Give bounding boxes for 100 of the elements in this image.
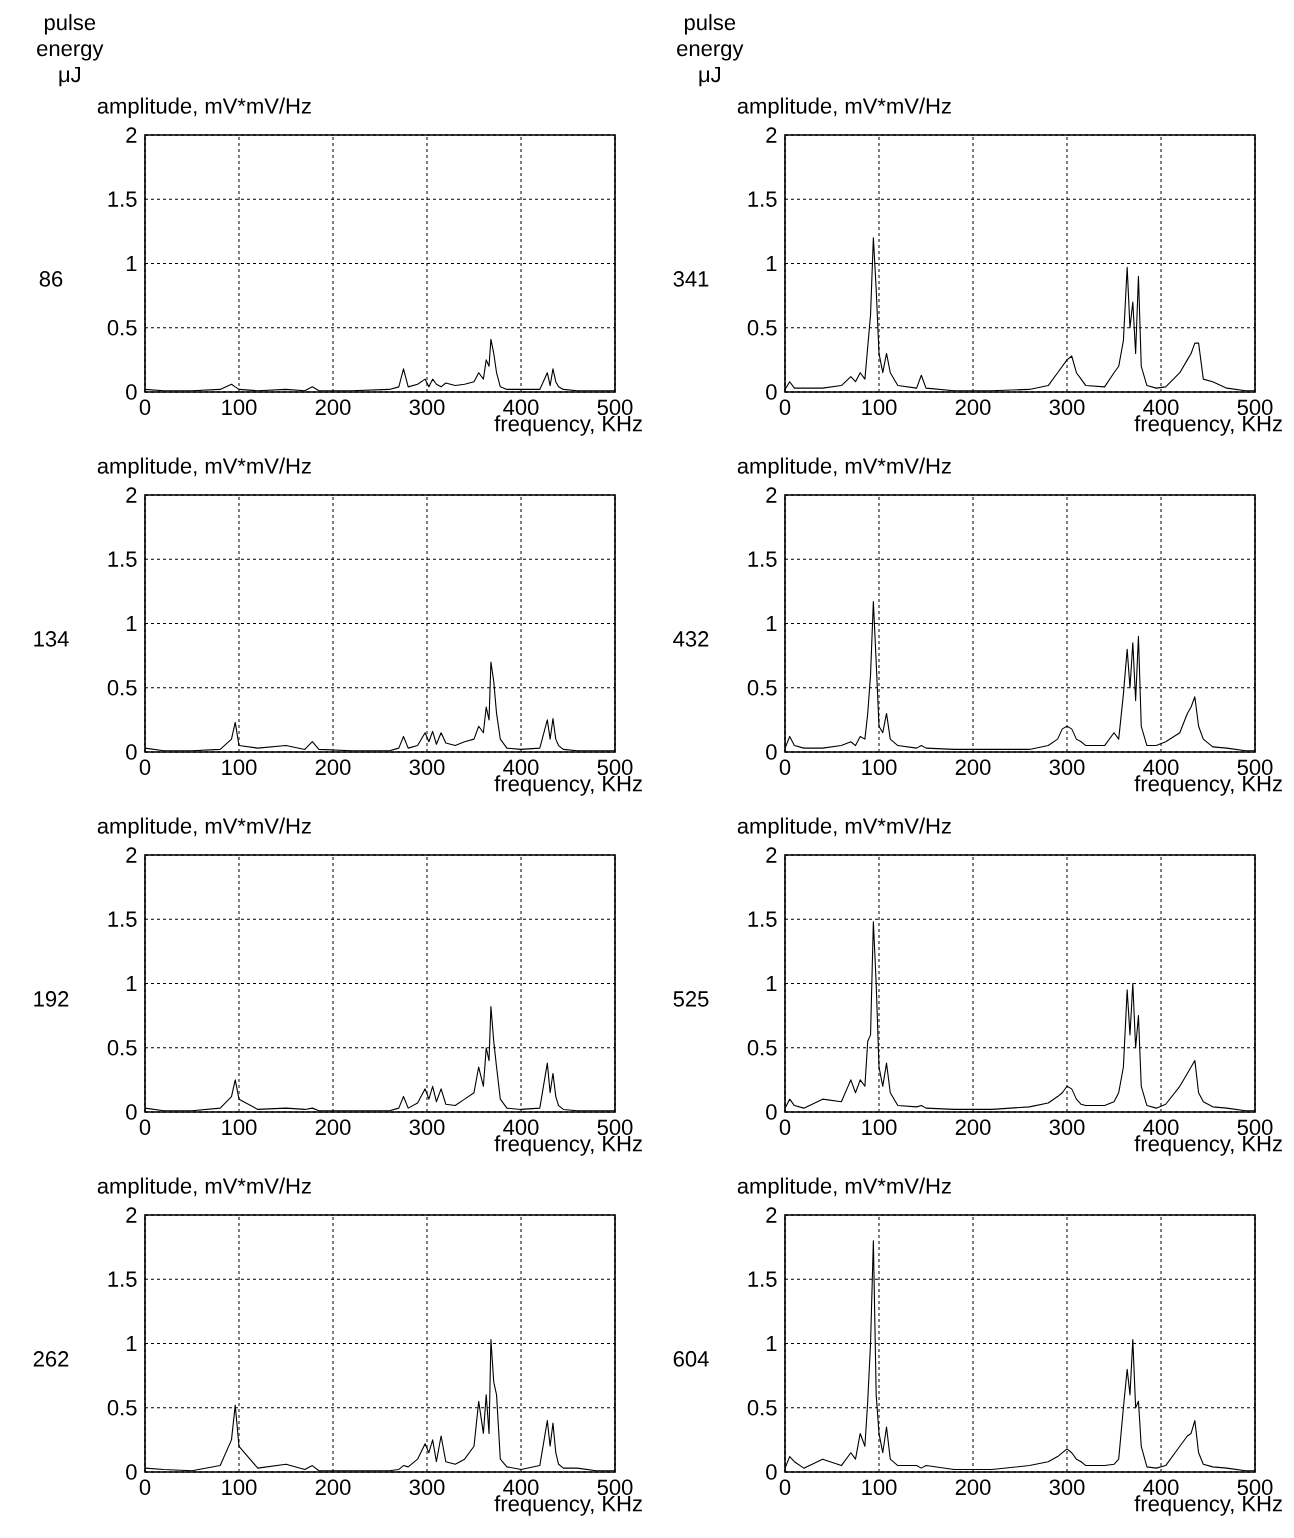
y-tick-label: 0 xyxy=(126,1464,137,1480)
x-tick-label: 400 xyxy=(503,1119,539,1136)
y-axis-title: amplitude, mV*mV/Hz xyxy=(737,1177,951,1199)
y-tick-label: 0.5 xyxy=(747,319,777,336)
x-tick-label: 100 xyxy=(222,399,257,416)
y-tick-label: 0 xyxy=(766,744,777,760)
x-tick-label: 100 xyxy=(862,1479,897,1496)
x-tick-label: 0 xyxy=(779,1479,791,1496)
y-tick-label: 1 xyxy=(766,615,777,632)
y-tick-label: 1.5 xyxy=(108,551,137,567)
y-tick-label: 2 xyxy=(766,127,777,143)
y-tick-label: 2 xyxy=(126,847,137,863)
x-tick-label: 500 xyxy=(1237,1479,1273,1496)
x-tick-label: 0 xyxy=(139,1119,151,1136)
x-axis-title: frequency, KHz xyxy=(1134,775,1282,796)
x-tick-label: 500 xyxy=(597,1119,633,1136)
y-tick-label: 0.5 xyxy=(107,1399,137,1416)
y-tick-label: 1 xyxy=(766,1335,777,1352)
y-axis-title: amplitude, mV*mV/Hz xyxy=(737,817,951,839)
x-tick-label: 500 xyxy=(1237,1119,1273,1136)
x-tick-label: 100 xyxy=(862,759,897,776)
text: 134 xyxy=(34,631,69,647)
y-tick-label: 0 xyxy=(766,1104,777,1120)
x-tick-label: 500 xyxy=(1237,399,1273,416)
y-tick-label: 0.5 xyxy=(107,1039,137,1056)
x-tick-label: 400 xyxy=(503,399,539,416)
y-tick-label: 0.5 xyxy=(747,1039,777,1056)
x-tick-label: 200 xyxy=(315,1119,351,1136)
text: 525 xyxy=(673,991,709,1007)
y-tick-label: 1 xyxy=(126,1335,137,1352)
y-tick-label: 1.5 xyxy=(108,911,137,927)
x-tick-label: 200 xyxy=(315,1479,351,1496)
y-axis-title: amplitude, mV*mV/Hz xyxy=(737,97,951,119)
x-tick-label: 300 xyxy=(409,1479,445,1496)
y-axis-title: amplitude, mV*mV/Hz xyxy=(737,457,951,479)
y-tick-label: 1 xyxy=(766,255,777,272)
x-tick-label: 300 xyxy=(409,1119,445,1136)
y-tick-label: 0 xyxy=(766,384,777,400)
x-tick-label: 200 xyxy=(955,1479,991,1496)
x-axis-title: frequency, KHz xyxy=(494,1495,642,1516)
y-tick-label: 0 xyxy=(126,384,137,400)
y-tick-label: 1 xyxy=(126,975,137,992)
y-tick-label: 0.5 xyxy=(747,679,777,696)
y-tick-label: 1.5 xyxy=(748,1271,777,1287)
x-tick-label: 400 xyxy=(1143,1479,1179,1496)
x-tick-label: 300 xyxy=(1049,759,1085,776)
x-axis-title: frequency, KHz xyxy=(1134,1495,1282,1516)
text: 341 xyxy=(673,271,709,287)
x-tick-label: 200 xyxy=(955,1119,991,1136)
x-tick-label: 100 xyxy=(222,1479,257,1496)
y-tick-label: 1.5 xyxy=(748,551,777,567)
x-axis-title: frequency, KHz xyxy=(494,1135,642,1156)
x-tick-label: 0 xyxy=(139,399,151,416)
x-tick-label: 300 xyxy=(409,399,445,416)
text: pulse energy μJ xyxy=(37,14,104,87)
y-tick-label: 1 xyxy=(126,615,137,632)
y-tick-label: 1.5 xyxy=(748,911,777,927)
y-tick-label: 2 xyxy=(766,487,777,503)
x-tick-label: 400 xyxy=(503,759,539,776)
y-tick-label: 1.5 xyxy=(748,191,777,207)
y-axis-title: amplitude, mV*mV/Hz xyxy=(97,97,311,119)
x-tick-label: 500 xyxy=(1237,759,1273,776)
y-tick-label: 1.5 xyxy=(108,191,137,207)
y-tick-label: 2 xyxy=(126,487,137,503)
text: 604 xyxy=(673,1351,709,1367)
x-tick-label: 200 xyxy=(955,399,991,416)
text: pulse energy μJ xyxy=(677,14,744,87)
y-axis-title: amplitude, mV*mV/Hz xyxy=(97,457,311,479)
y-tick-label: 0.5 xyxy=(747,1399,777,1416)
x-axis-title: frequency, KHz xyxy=(494,775,642,796)
x-tick-label: 100 xyxy=(222,759,257,776)
y-tick-label: 0 xyxy=(766,1464,777,1480)
x-tick-label: 500 xyxy=(597,399,633,416)
x-tick-label: 0 xyxy=(779,759,791,776)
text: 432 xyxy=(673,631,709,647)
x-axis-title: frequency, KHz xyxy=(1134,415,1282,436)
text: 262 xyxy=(33,1351,69,1367)
x-tick-label: 200 xyxy=(315,759,351,776)
y-tick-label: 2 xyxy=(766,847,777,863)
x-tick-label: 0 xyxy=(139,1479,151,1496)
x-tick-label: 100 xyxy=(862,1119,897,1136)
x-tick-label: 300 xyxy=(1049,399,1085,416)
x-tick-label: 500 xyxy=(597,1479,633,1496)
y-tick-label: 1.5 xyxy=(108,1271,137,1287)
y-tick-label: 0 xyxy=(126,744,137,760)
x-tick-label: 300 xyxy=(1049,1479,1085,1496)
y-tick-label: 0 xyxy=(126,1104,137,1120)
x-tick-label: 200 xyxy=(955,759,991,776)
x-tick-label: 400 xyxy=(503,1479,539,1496)
y-tick-label: 2 xyxy=(766,1207,777,1223)
x-tick-label: 200 xyxy=(315,399,351,416)
y-tick-label: 0.5 xyxy=(107,679,137,696)
x-tick-label: 100 xyxy=(222,1119,257,1136)
x-axis-title: frequency, KHz xyxy=(494,415,642,436)
x-axis-title: frequency, KHz xyxy=(1134,1135,1282,1156)
text: 192 xyxy=(34,991,69,1007)
y-tick-label: 0.5 xyxy=(107,319,137,336)
x-tick-label: 0 xyxy=(139,759,151,776)
x-tick-label: 100 xyxy=(862,399,897,416)
y-tick-label: 2 xyxy=(126,1207,137,1223)
